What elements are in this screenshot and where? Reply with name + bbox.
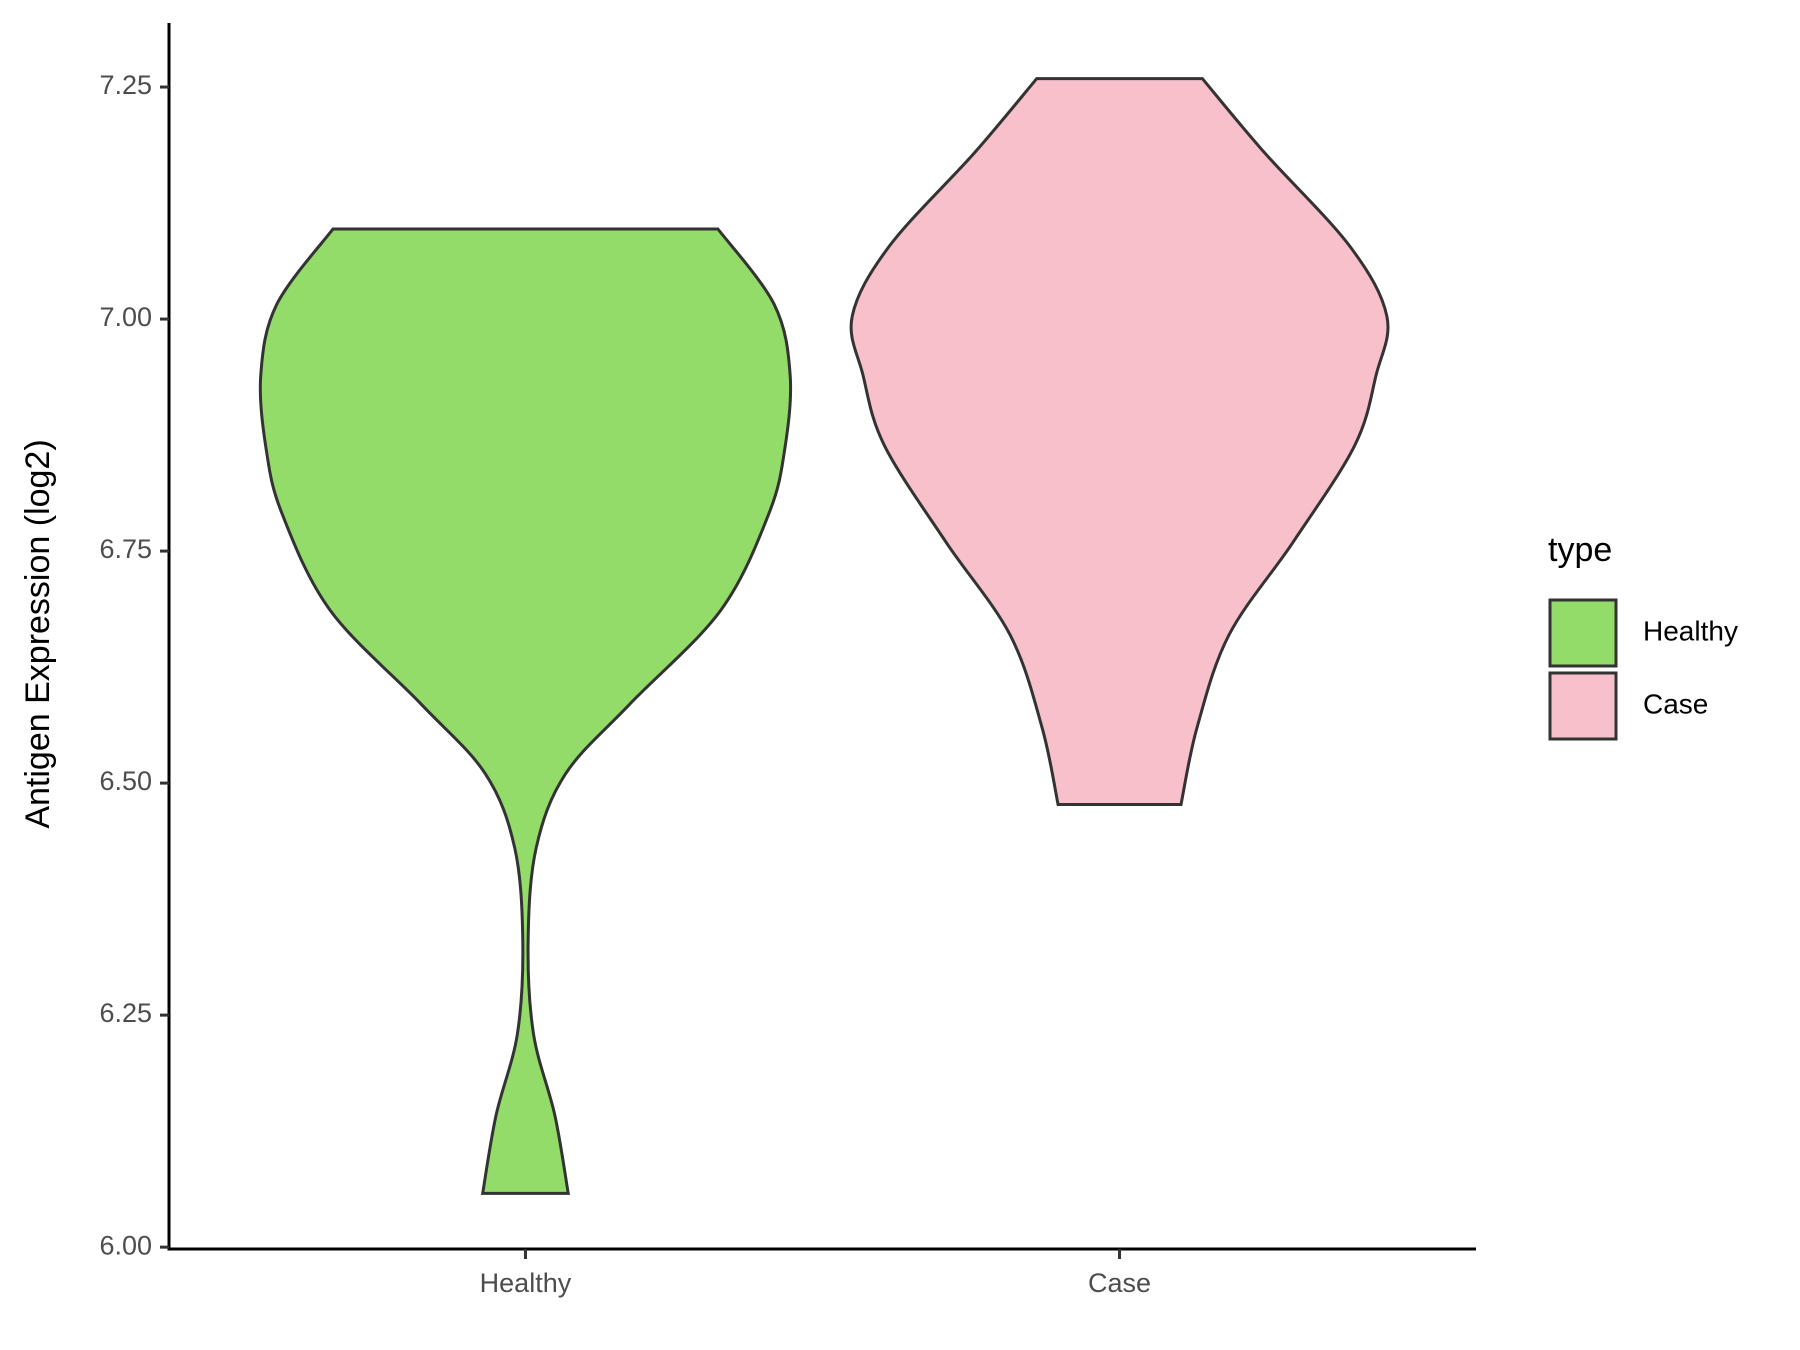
y-tick-label: 6.25 (99, 998, 152, 1028)
y-tick-label: 6.00 (99, 1230, 152, 1260)
y-tick-label: 6.75 (99, 534, 152, 564)
legend-label: Healthy (1643, 615, 1738, 646)
legend-key (1548, 671, 1618, 741)
x-tick-label: Healthy (480, 1268, 572, 1298)
legend-label: Case (1643, 688, 1708, 719)
y-tick-label: 6.50 (99, 766, 152, 796)
x-tick-label: Case (1088, 1268, 1151, 1298)
y-axis-title: Antigen Expression (log2) (19, 439, 57, 828)
violin (258, 227, 793, 1195)
y-tick-label: 7.25 (99, 70, 152, 100)
y-tick-label: 7.00 (99, 302, 152, 332)
legend-key (1548, 598, 1618, 668)
legend-title: type (1548, 531, 1612, 569)
violin (849, 77, 1390, 806)
